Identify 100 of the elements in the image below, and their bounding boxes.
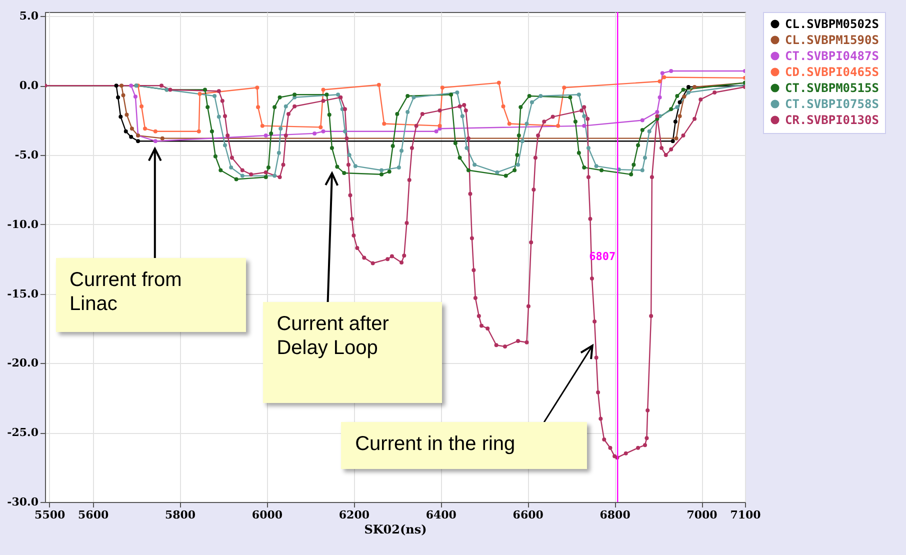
annotation: Current after Delay Loop	[276, 312, 390, 360]
point	[678, 114, 682, 118]
x-tick-label: 5600	[78, 508, 109, 522]
point	[669, 107, 674, 112]
point	[196, 129, 201, 134]
point	[594, 164, 598, 168]
point	[129, 84, 134, 88]
point	[203, 88, 207, 92]
point	[673, 120, 678, 124]
point	[582, 165, 586, 170]
legend-label: CL.SVBPM1590S	[785, 33, 879, 47]
point	[629, 172, 634, 176]
x-tick-label: 7000	[686, 508, 718, 522]
point	[327, 112, 332, 117]
point	[453, 141, 458, 146]
point	[515, 152, 520, 157]
point	[266, 165, 270, 170]
point	[406, 94, 410, 98]
point	[276, 150, 281, 155]
point	[124, 129, 128, 134]
point	[312, 131, 317, 136]
point	[153, 129, 158, 134]
y-tick-label: 0.0	[19, 79, 39, 92]
legend-label: CL.SVBPM0502S	[785, 17, 879, 31]
point	[434, 129, 438, 134]
point	[501, 104, 506, 108]
legend-label: CT.SVBPI0487S	[785, 49, 879, 63]
point	[600, 168, 604, 172]
x-tick-label: 5800	[164, 508, 196, 522]
x-tick-label: 6000	[252, 508, 283, 522]
point	[636, 143, 640, 148]
x-tick-label: 5500	[34, 508, 66, 522]
point	[675, 94, 680, 98]
point	[255, 86, 260, 90]
y-tick-label: 5.0	[19, 10, 39, 23]
point	[234, 177, 238, 182]
annotation: Current in the ring	[355, 432, 516, 456]
point	[210, 129, 214, 134]
point	[692, 84, 697, 89]
point	[670, 139, 675, 144]
point	[130, 126, 134, 131]
point	[632, 162, 636, 167]
point	[121, 93, 126, 98]
point	[264, 134, 268, 138]
point	[464, 146, 469, 150]
point	[390, 144, 395, 148]
legend-label: CT.SVBPM0515S	[785, 81, 879, 95]
point	[655, 110, 660, 114]
point	[387, 170, 392, 174]
point	[264, 175, 268, 180]
point	[524, 122, 529, 126]
point	[353, 164, 358, 168]
legend-label: CR.SVBPI0130S	[785, 113, 879, 127]
point	[278, 95, 282, 100]
point	[576, 150, 581, 155]
point	[496, 80, 501, 85]
point	[640, 118, 644, 122]
point	[160, 136, 164, 140]
point	[412, 95, 416, 100]
point	[455, 90, 460, 95]
point	[400, 148, 404, 153]
point	[136, 139, 140, 144]
point	[116, 95, 120, 100]
point	[438, 124, 442, 128]
x-axis-title: SK02(ns)	[364, 522, 427, 536]
point	[206, 105, 210, 110]
x-tick-label: 6600	[512, 508, 544, 522]
point	[272, 105, 277, 110]
point	[458, 156, 462, 160]
point	[120, 84, 124, 88]
point	[507, 122, 512, 126]
point	[380, 168, 384, 172]
point	[382, 122, 386, 126]
point	[321, 88, 326, 92]
point	[198, 92, 202, 96]
point	[518, 105, 523, 110]
point	[647, 129, 652, 134]
point	[140, 104, 144, 108]
point	[512, 168, 517, 172]
point	[336, 92, 340, 97]
point	[472, 162, 477, 167]
point	[376, 82, 381, 87]
legend-label: CT.SVBPI0758S	[785, 97, 879, 111]
point	[573, 120, 578, 124]
point	[213, 154, 218, 158]
point	[118, 114, 123, 119]
note-box: Current in the ring	[341, 422, 588, 469]
point	[395, 112, 400, 116]
point	[278, 126, 283, 131]
point	[330, 146, 334, 150]
note-box: Current from Linac	[56, 258, 246, 332]
point	[240, 174, 244, 178]
y-tick-label: -5.0	[14, 148, 39, 162]
point	[556, 124, 560, 128]
point	[582, 114, 586, 118]
point	[216, 114, 221, 119]
point	[260, 124, 264, 128]
point	[460, 114, 464, 118]
point	[347, 152, 352, 157]
note-box: Current after Delay Loop	[262, 302, 442, 403]
